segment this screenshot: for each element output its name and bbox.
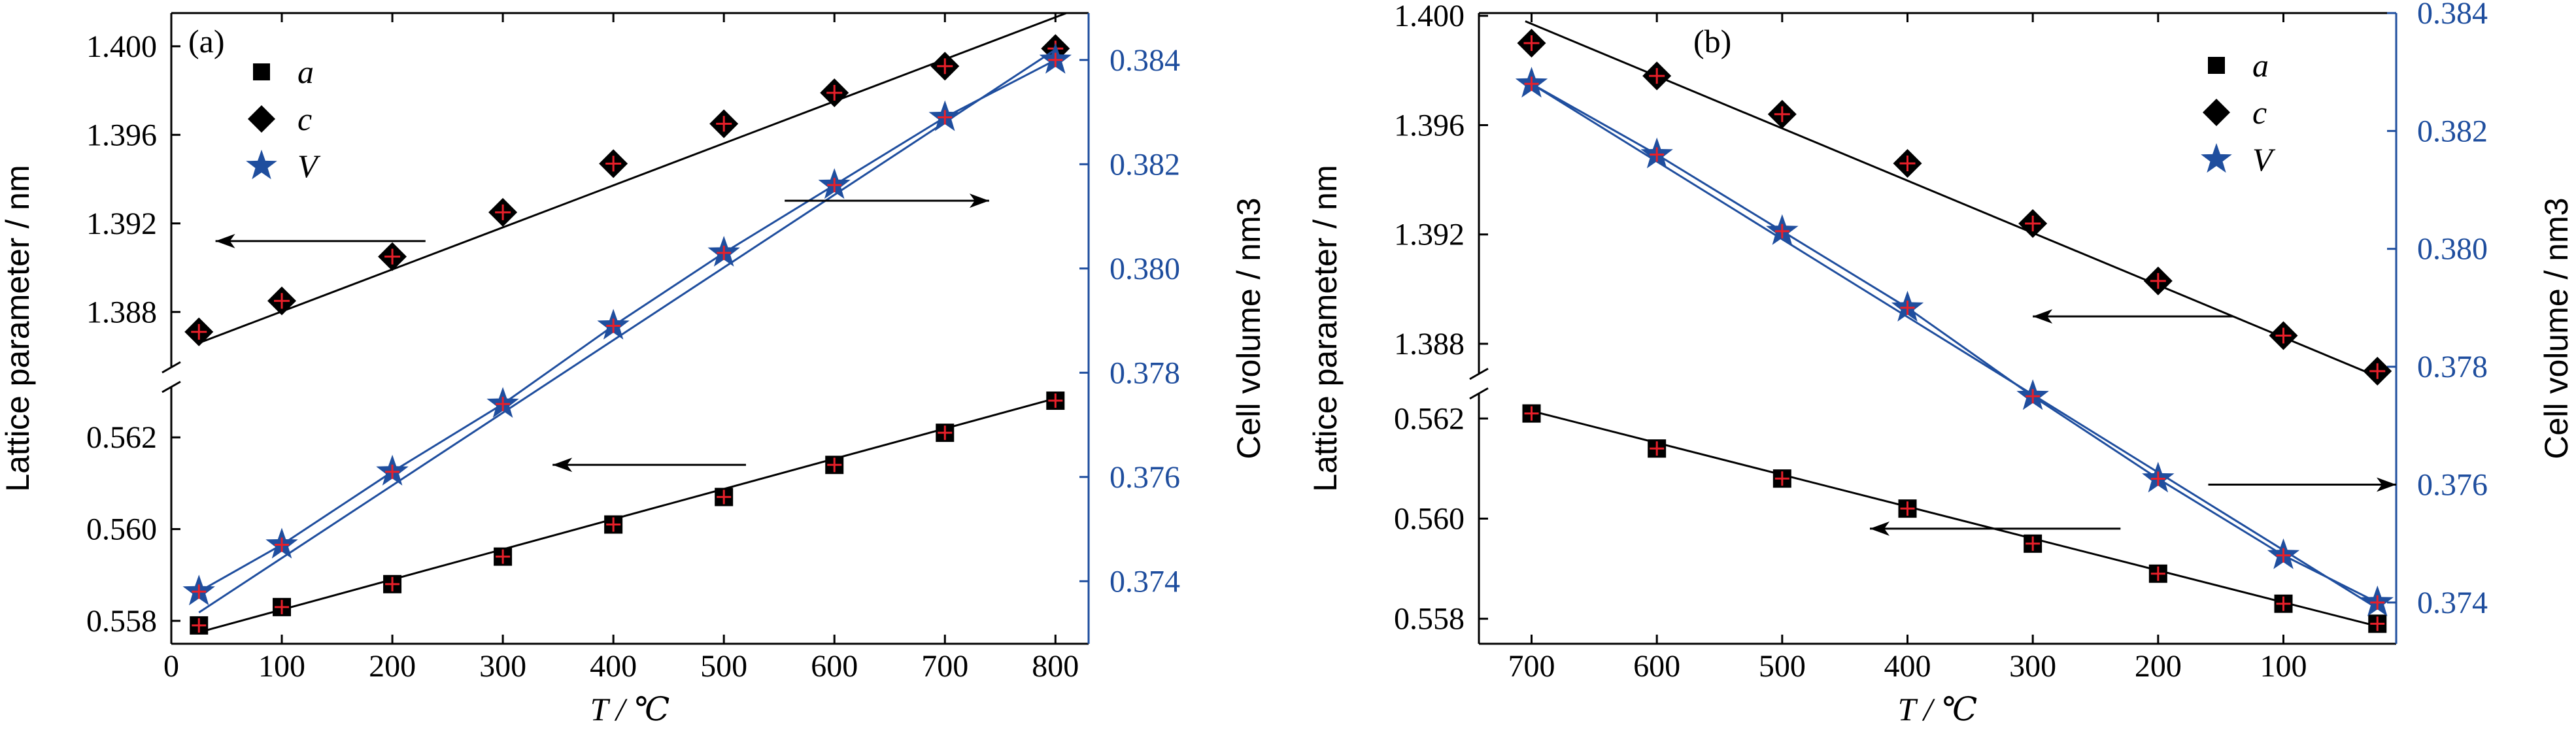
x-tick-label: 600 [811,649,858,684]
x-tick-label: 800 [1032,649,1079,684]
axis-break-mark [161,380,181,393]
x-tick-label: 400 [1884,649,1931,684]
arrow-head [552,458,573,473]
axis-break-mark [1469,387,1489,400]
panel-b: (b) 700 600 500 400 300 200 100 1.388 1.392 1.396… [1307,0,2575,727]
series-line-V [1531,82,2378,604]
x-tick-label: 400 [590,649,637,684]
y-axis-label-right: Cell volume / nm3 [1230,197,1267,459]
y-axis-label-left: Lattice parameter / nm [0,165,36,491]
y-right-tick-label: 0.376 [2417,467,2488,502]
panel-a: (a) 0 100 200 300 400 500 600 700 800 1.388 1.392 1… [0,12,1267,727]
y-right-tick-label: 0.384 [1110,43,1180,78]
fit-line-V [198,48,1057,614]
y-upper-tick-label: 1.392 [86,207,157,241]
y-upper-tick-label: 1.388 [86,295,157,329]
y-lower-tick-label: 0.558 [86,604,157,639]
y-axis-label-left: Lattice parameter / nm [1307,165,1344,491]
y-right-tick-label: 0.382 [2417,114,2488,148]
legend-marker-V [2201,143,2232,173]
axis-break-mark [161,361,181,374]
series-line-V [198,59,1056,593]
legend-marker-c [248,105,275,133]
x-tick-label: 500 [1759,649,1806,684]
legend-marker-a [2208,57,2225,74]
y-upper-tick-label: 1.400 [86,29,157,64]
y-upper-tick-label: 1.396 [86,118,157,152]
legend-marker-a [253,63,270,80]
y-lower-tick-label: 0.560 [86,512,157,547]
y-upper-tick-label: 1.396 [1394,108,1465,142]
y-right-tick-label: 0.376 [1110,460,1180,495]
x-axis-label: T / ℃ [1898,691,1978,727]
y-lower-tick-label: 0.562 [1394,401,1465,436]
y-right-tick-label: 0.384 [2417,0,2488,31]
axis-break-mark [1469,367,1489,380]
x-tick-label: 200 [2135,649,2182,684]
panel-label-b: (b) [1693,23,1731,59]
y-right-tick-label: 0.380 [1110,252,1180,286]
x-tick-label: 200 [369,649,416,684]
y-right-tick-label: 0.378 [1110,356,1180,390]
arrow-head [1870,521,1890,536]
x-tick-label: 100 [2260,649,2307,684]
y-lower-tick-label: 0.560 [1394,502,1465,537]
legend-marker-c [2203,99,2230,126]
x-tick-label: 300 [479,649,526,684]
x-axis-label: T / ℃ [590,691,670,727]
x-tick-label: 300 [2009,649,2056,684]
fit-line-a [198,397,1056,633]
legend-marker-V [246,150,277,180]
y-upper-tick-label: 1.388 [1394,327,1465,361]
legend-label-a: a [297,54,314,90]
x-tick-label: 700 [921,649,968,684]
x-tick-label: 100 [258,649,305,684]
x-tick-label: 0 [163,649,179,684]
legend-label-c: c [297,101,312,137]
arrow-head [215,233,235,248]
arrow-head [969,193,989,208]
y-lower-tick-label: 0.558 [1394,602,1465,637]
y-right-tick-label: 0.378 [2417,350,2488,384]
y-right-tick-label: 0.382 [1110,147,1180,182]
y-upper-tick-label: 1.392 [1394,218,1465,252]
x-tick-label: 500 [700,649,747,684]
fit-line-c [1525,20,2378,378]
legend-label-a: a [2252,47,2269,84]
legend-label-V: V [297,148,321,184]
y-right-tick-label: 0.380 [2417,232,2488,267]
x-tick-label: 700 [1508,649,1555,684]
y-right-tick-label: 0.374 [1110,564,1180,599]
fit-line-c [198,12,1067,344]
x-tick-label: 600 [1633,649,1680,684]
arrow-head [2033,309,2053,324]
fit-line-V [1531,82,2379,610]
legend-label-c: c [2252,94,2267,131]
y-axis-label-right: Cell volume / nm3 [2538,197,2575,459]
y-upper-tick-label: 1.400 [1394,0,1465,33]
y-lower-tick-label: 0.562 [86,420,157,455]
arrow-head [2377,477,2396,492]
panel-label-a: (a) [188,23,225,59]
legend-label-V: V [2252,141,2276,178]
y-right-tick-label: 0.374 [2417,586,2488,620]
fit-line-a [1531,410,2378,627]
